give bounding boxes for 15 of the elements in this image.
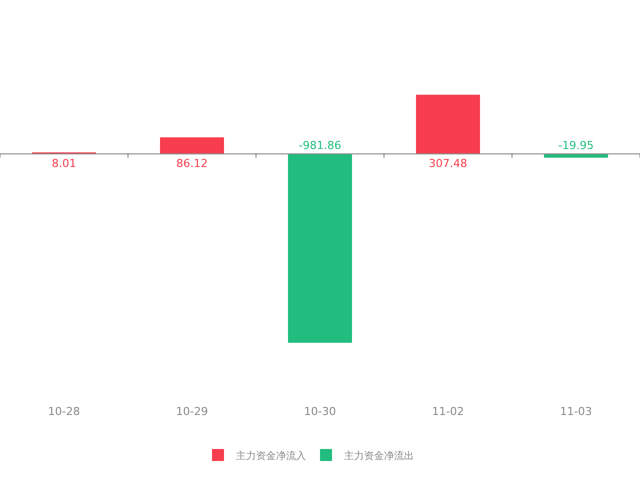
data-label: -981.86 xyxy=(298,138,342,152)
data-label: -19.95 xyxy=(558,138,594,152)
x-tick-label: 10-28 xyxy=(48,405,80,418)
legend-label: 主力资金净流入 xyxy=(236,450,306,462)
x-tick-label: 11-03 xyxy=(560,405,592,418)
bar xyxy=(416,94,480,154)
x-tick-label: 11-02 xyxy=(432,405,464,418)
x-tick-label: 10-29 xyxy=(176,405,208,418)
legend-label: 主力资金净流出 xyxy=(344,450,414,462)
data-label: 8.01 xyxy=(52,156,76,170)
x-tick-label: 10-30 xyxy=(304,405,336,418)
data-label: 307.48 xyxy=(428,156,468,170)
data-label: 86.12 xyxy=(176,156,208,170)
bar xyxy=(160,137,224,154)
bar xyxy=(288,154,352,343)
